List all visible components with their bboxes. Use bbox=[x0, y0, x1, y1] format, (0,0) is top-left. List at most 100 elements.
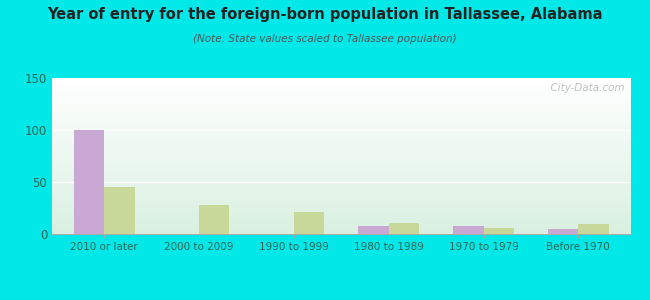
Bar bbox=[52, 93, 630, 94]
Bar bbox=[52, 216, 630, 217]
Bar bbox=[52, 136, 630, 137]
Bar bbox=[52, 218, 630, 219]
Bar bbox=[52, 220, 630, 221]
Bar bbox=[453, 226, 484, 234]
Bar bbox=[52, 145, 630, 146]
Bar bbox=[52, 143, 630, 144]
Bar bbox=[484, 228, 514, 234]
Bar bbox=[52, 155, 630, 156]
Bar bbox=[52, 232, 630, 233]
Bar bbox=[52, 94, 630, 95]
Bar bbox=[52, 133, 630, 134]
Bar bbox=[52, 123, 630, 124]
Bar bbox=[52, 120, 630, 121]
Bar bbox=[52, 78, 630, 79]
Bar bbox=[52, 126, 630, 127]
Bar bbox=[52, 226, 630, 227]
Bar bbox=[52, 178, 630, 179]
Bar bbox=[52, 100, 630, 101]
Bar bbox=[52, 161, 630, 162]
Bar bbox=[52, 79, 630, 80]
Bar bbox=[52, 153, 630, 154]
Bar bbox=[52, 195, 630, 196]
Bar bbox=[52, 184, 630, 185]
Bar bbox=[52, 99, 630, 100]
Bar bbox=[52, 213, 630, 214]
Bar bbox=[52, 84, 630, 85]
Bar bbox=[52, 179, 630, 180]
Bar bbox=[52, 105, 630, 106]
Bar bbox=[52, 160, 630, 161]
Bar bbox=[52, 90, 630, 91]
Bar bbox=[52, 121, 630, 122]
Bar bbox=[52, 162, 630, 163]
Bar bbox=[52, 125, 630, 126]
Bar bbox=[52, 180, 630, 181]
Bar bbox=[52, 170, 630, 171]
Bar bbox=[52, 142, 630, 143]
Bar bbox=[52, 172, 630, 173]
Bar bbox=[52, 147, 630, 148]
Bar bbox=[52, 140, 630, 141]
Bar bbox=[52, 200, 630, 201]
Bar bbox=[52, 197, 630, 198]
Bar bbox=[52, 97, 630, 98]
Bar bbox=[52, 111, 630, 112]
Bar bbox=[52, 231, 630, 232]
Bar bbox=[52, 181, 630, 182]
Bar bbox=[52, 217, 630, 218]
Bar bbox=[52, 206, 630, 207]
Bar bbox=[199, 205, 229, 234]
Bar bbox=[52, 95, 630, 96]
Bar bbox=[52, 112, 630, 113]
Bar bbox=[578, 224, 608, 234]
Bar bbox=[52, 163, 630, 164]
Bar bbox=[52, 185, 630, 186]
Bar bbox=[52, 128, 630, 129]
Bar bbox=[52, 171, 630, 172]
Bar bbox=[52, 174, 630, 175]
Bar bbox=[52, 88, 630, 89]
Bar bbox=[52, 127, 630, 128]
Bar bbox=[52, 223, 630, 224]
Bar bbox=[52, 233, 630, 234]
Bar bbox=[52, 222, 630, 223]
Bar bbox=[52, 152, 630, 153]
Bar bbox=[52, 89, 630, 90]
Bar bbox=[52, 176, 630, 177]
Bar bbox=[52, 144, 630, 145]
Bar bbox=[52, 96, 630, 97]
Legend: Tallassee, Alabama: Tallassee, Alabama bbox=[250, 299, 433, 300]
Bar bbox=[52, 138, 630, 139]
Bar bbox=[52, 124, 630, 125]
Bar bbox=[52, 221, 630, 222]
Bar bbox=[52, 98, 630, 99]
Bar bbox=[52, 167, 630, 168]
Bar bbox=[52, 118, 630, 119]
Bar bbox=[52, 208, 630, 209]
Bar bbox=[52, 141, 630, 142]
Bar bbox=[52, 107, 630, 108]
Bar bbox=[548, 229, 578, 234]
Bar bbox=[52, 205, 630, 206]
Bar bbox=[74, 130, 104, 234]
Bar bbox=[52, 230, 630, 231]
Bar bbox=[52, 198, 630, 199]
Bar bbox=[52, 165, 630, 166]
Bar bbox=[52, 182, 630, 183]
Bar bbox=[52, 110, 630, 111]
Bar bbox=[52, 135, 630, 136]
Bar bbox=[52, 103, 630, 104]
Bar bbox=[52, 225, 630, 226]
Bar bbox=[52, 188, 630, 189]
Bar bbox=[389, 223, 419, 234]
Bar bbox=[52, 201, 630, 202]
Bar bbox=[52, 211, 630, 212]
Bar bbox=[52, 157, 630, 158]
Bar bbox=[52, 189, 630, 190]
Bar bbox=[52, 101, 630, 102]
Bar bbox=[52, 156, 630, 157]
Bar bbox=[52, 109, 630, 110]
Bar bbox=[52, 151, 630, 152]
Bar bbox=[52, 114, 630, 115]
